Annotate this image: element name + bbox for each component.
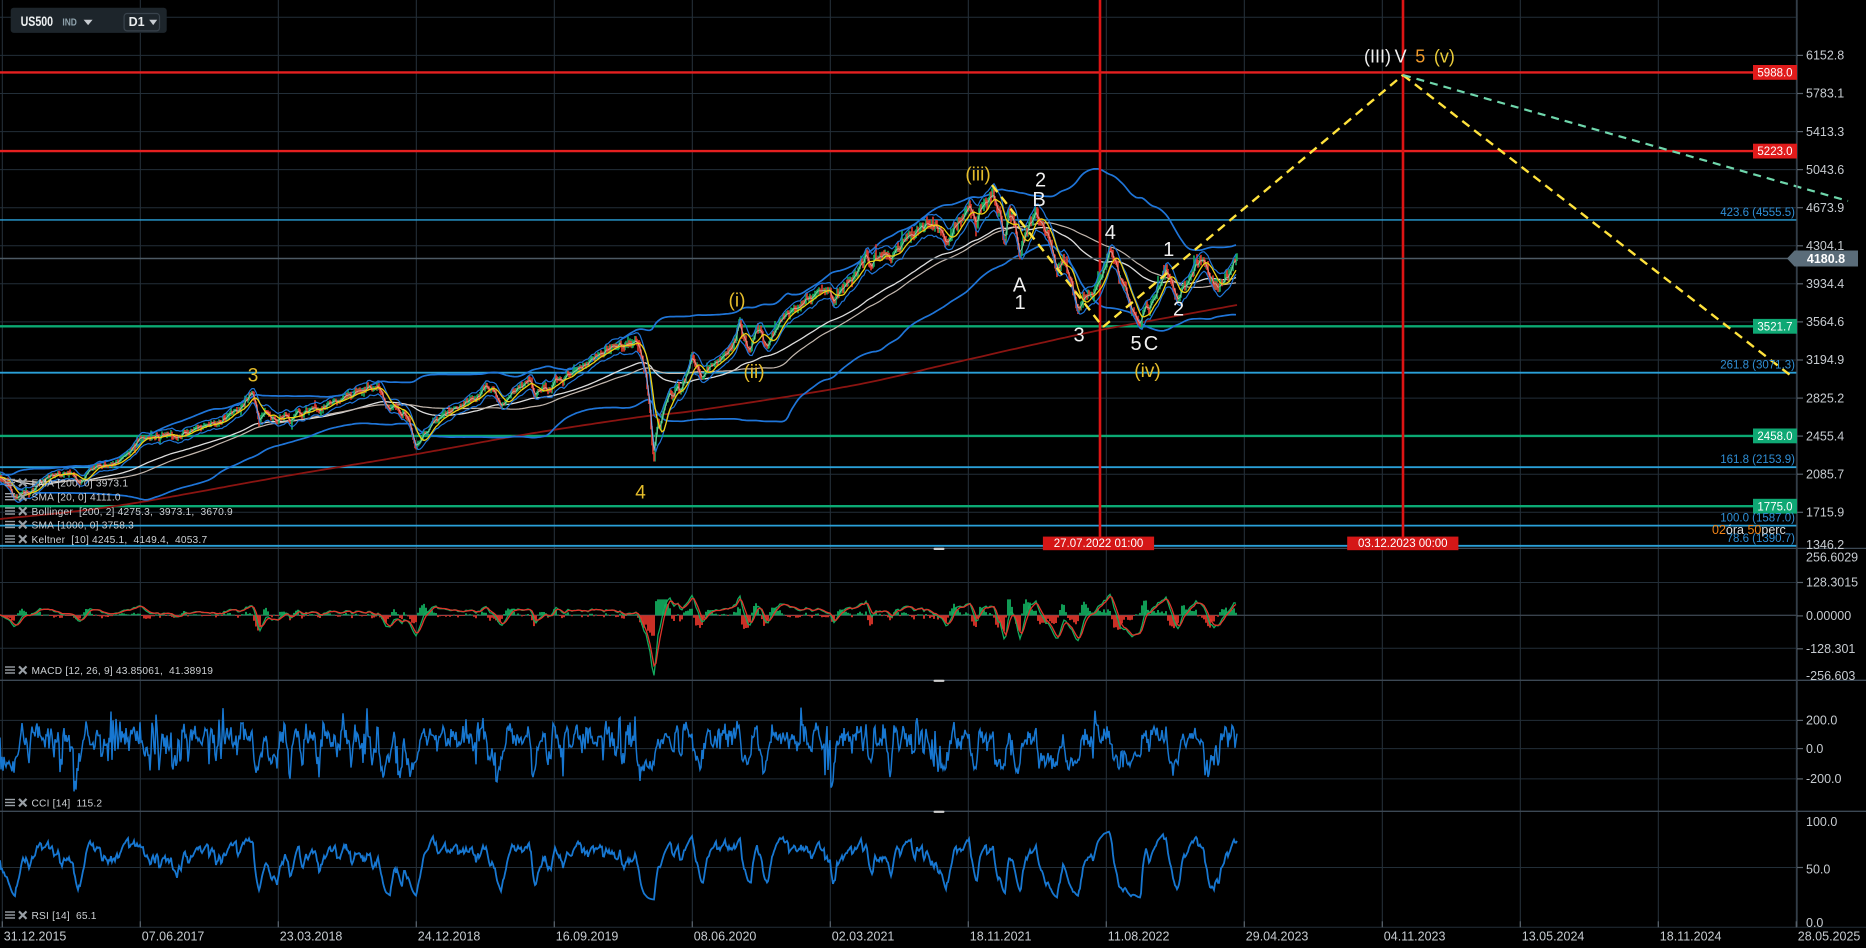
svg-text:27.07.2022 01:00: 27.07.2022 01:00 <box>1054 538 1144 550</box>
svg-text:4: 4 <box>1105 222 1116 244</box>
svg-text:(iv): (iv) <box>1134 361 1160 382</box>
svg-text:MACD [12, 26, 9] 43.85061, 41: MACD [12, 26, 9] 43.85061, 41.38919 <box>32 666 214 677</box>
svg-text:128.3015: 128.3015 <box>1806 576 1858 590</box>
svg-text:1346.2: 1346.2 <box>1806 538 1844 552</box>
svg-text:16.09.2019: 16.09.2019 <box>556 930 619 944</box>
svg-text:-128.301: -128.301 <box>1806 642 1855 656</box>
svg-text:1775.0: 1775.0 <box>1757 501 1792 513</box>
svg-text:18.11.2024: 18.11.2024 <box>1660 930 1722 944</box>
svg-text:11.08.2022: 11.08.2022 <box>1108 930 1170 944</box>
svg-text:-256.603: -256.603 <box>1806 669 1855 683</box>
svg-text:US500: US500 <box>21 13 54 29</box>
svg-text:Bollinger [200, 2] 4275.3, 3: Bollinger [200, 2] 4275.3, 3973.1, 3670.… <box>32 507 234 518</box>
svg-text:A: A <box>1013 275 1027 297</box>
svg-text:23.03.2018: 23.03.2018 <box>280 930 343 944</box>
svg-text:200.0: 200.0 <box>1806 714 1837 728</box>
svg-text:07.06.2017: 07.06.2017 <box>142 930 205 944</box>
svg-text:Keltner [10] 4245.1, 4149.4,: Keltner [10] 4245.1, 4149.4, 4053.7 <box>32 535 208 546</box>
svg-text:EMA [200, 0] 3973.1: EMA [200, 0] 3973.1 <box>32 478 129 489</box>
svg-text:5988.0: 5988.0 <box>1757 68 1792 80</box>
svg-text:2: 2 <box>1173 299 1184 321</box>
svg-text:3: 3 <box>248 366 259 387</box>
svg-text:C: C <box>1144 333 1158 355</box>
svg-text:CCI [14] 115.2: CCI [14] 115.2 <box>32 798 103 809</box>
svg-text:02óra 50perc: 02óra 50perc <box>1712 523 1786 537</box>
svg-text:18.11.2021: 18.11.2021 <box>970 930 1032 944</box>
svg-text:3194.9: 3194.9 <box>1806 353 1844 367</box>
svg-text:4304.1: 4304.1 <box>1806 239 1844 253</box>
svg-text:4673.9: 4673.9 <box>1806 201 1844 215</box>
svg-text:13.05.2024: 13.05.2024 <box>1522 930 1585 944</box>
svg-text:28.05.2025: 28.05.2025 <box>1798 930 1861 944</box>
svg-text:0.0: 0.0 <box>1806 916 1823 930</box>
svg-text:100.0: 100.0 <box>1806 815 1837 829</box>
svg-text:D1: D1 <box>129 15 145 29</box>
svg-text:(i): (i) <box>729 291 746 312</box>
svg-text:5043.6: 5043.6 <box>1806 163 1844 177</box>
svg-text:50.0: 50.0 <box>1806 863 1830 877</box>
svg-text:B: B <box>1032 189 1045 211</box>
svg-text:2825.2: 2825.2 <box>1806 391 1844 405</box>
svg-text:1: 1 <box>1014 292 1025 314</box>
svg-text:(III) V 5 (v): (III) V 5 (v) <box>1364 46 1455 66</box>
svg-text:3: 3 <box>1073 325 1084 347</box>
svg-text:08.06.2020: 08.06.2020 <box>694 930 757 944</box>
svg-text:0.00000: 0.00000 <box>1806 609 1851 623</box>
svg-text:1: 1 <box>1163 239 1174 261</box>
svg-text:3521.7: 3521.7 <box>1757 321 1792 333</box>
svg-text:02.03.2021: 02.03.2021 <box>832 930 895 944</box>
svg-text:31.12.2015: 31.12.2015 <box>4 930 67 944</box>
svg-text:2085.7: 2085.7 <box>1806 467 1844 481</box>
svg-text:4180.8: 4180.8 <box>1807 252 1845 266</box>
svg-text:(iii): (iii) <box>965 165 990 186</box>
svg-text:78.6 (1390.7): 78.6 (1390.7) <box>1727 533 1796 545</box>
svg-text:IND: IND <box>62 16 77 28</box>
svg-text:5783.1: 5783.1 <box>1806 87 1844 101</box>
svg-text:1715.9: 1715.9 <box>1806 506 1844 520</box>
svg-text:RSI [14] 65.1: RSI [14] 65.1 <box>32 911 97 922</box>
svg-text:2458.0: 2458.0 <box>1757 431 1792 443</box>
svg-text:3934.4: 3934.4 <box>1806 277 1844 291</box>
svg-text:2: 2 <box>1035 169 1046 191</box>
svg-text:29.04.2023: 29.04.2023 <box>1246 930 1309 944</box>
svg-text:161.8 (2153.9): 161.8 (2153.9) <box>1720 454 1795 466</box>
svg-text:423.6 (4555.5): 423.6 (4555.5) <box>1720 207 1795 219</box>
svg-text:04.11.2023: 04.11.2023 <box>1384 930 1446 944</box>
svg-text:5: 5 <box>1130 333 1141 355</box>
svg-text:4: 4 <box>635 483 646 504</box>
svg-text:100.0 (1587.0): 100.0 (1587.0) <box>1720 513 1795 525</box>
svg-text:3564.6: 3564.6 <box>1806 315 1844 329</box>
svg-text:0.0: 0.0 <box>1806 742 1823 756</box>
svg-text:SMA [20, 0] 4111.0: SMA [20, 0] 4111.0 <box>32 493 121 504</box>
svg-text:-200.0: -200.0 <box>1806 772 1841 786</box>
svg-text:6152.8: 6152.8 <box>1806 49 1844 63</box>
svg-text:256.6029: 256.6029 <box>1806 551 1858 565</box>
svg-text:SMA [1000, 0] 3758.3: SMA [1000, 0] 3758.3 <box>32 520 135 531</box>
svg-text:2455.4: 2455.4 <box>1806 429 1844 443</box>
svg-text:(ii): (ii) <box>743 362 764 383</box>
svg-text:03.12.2023 00:00: 03.12.2023 00:00 <box>1358 538 1448 550</box>
svg-text:24.12.2018: 24.12.2018 <box>418 930 481 944</box>
svg-text:261.8 (3071.3): 261.8 (3071.3) <box>1720 360 1795 372</box>
svg-text:5223.0: 5223.0 <box>1757 146 1792 158</box>
svg-text:5413.3: 5413.3 <box>1806 125 1844 139</box>
